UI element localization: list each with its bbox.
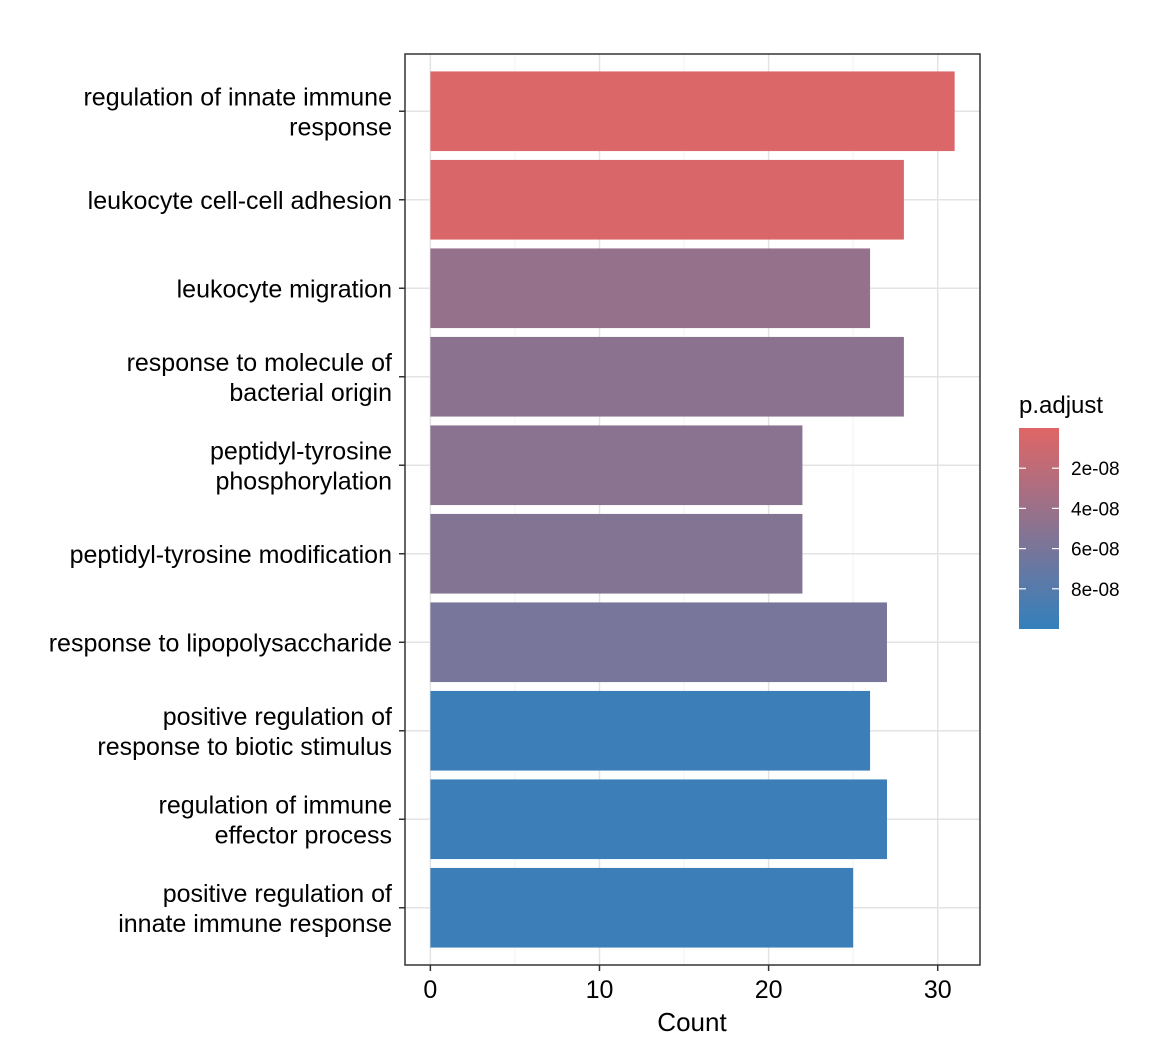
y-tick-label: positive regulation of bbox=[163, 880, 392, 908]
x-tick-label: 20 bbox=[755, 976, 783, 1004]
y-tick-label: positive regulation of bbox=[163, 703, 392, 731]
bar bbox=[430, 248, 871, 329]
y-tick-label: bacterial origin bbox=[229, 379, 392, 407]
y-tick-label: response bbox=[289, 113, 392, 141]
bar bbox=[430, 513, 803, 594]
y-tick-label: leukocyte migration bbox=[177, 275, 392, 303]
legend-colorbar bbox=[1019, 428, 1059, 629]
y-tick-label: regulation of immune bbox=[159, 791, 392, 819]
y-tick-label: response to molecule of bbox=[127, 349, 392, 377]
panel-border bbox=[404, 53, 981, 966]
bar bbox=[430, 159, 904, 240]
x-tick-label: 10 bbox=[586, 976, 614, 1004]
y-tick-label: peptidyl-tyrosine modification bbox=[70, 541, 392, 569]
x-tick-label: 30 bbox=[924, 976, 952, 1004]
y-tick-label: response to biotic stimulus bbox=[97, 733, 392, 761]
bar bbox=[430, 71, 955, 152]
y-tick-label: response to lipopolysaccharide bbox=[49, 629, 392, 657]
x-axis: 0 10 20 30 bbox=[423, 965, 952, 1004]
x-tick-label: 0 bbox=[423, 976, 437, 1004]
legend-tick-label: 4e-08 bbox=[1071, 499, 1120, 520]
legend-tick-label: 8e-08 bbox=[1071, 580, 1120, 601]
bars bbox=[430, 71, 955, 948]
bar bbox=[430, 425, 803, 506]
y-tick-label: phosphorylation bbox=[215, 467, 392, 495]
legend-title: p.adjust bbox=[1019, 392, 1103, 419]
y-tick-label: effector process bbox=[215, 821, 392, 849]
legend-tick-label: 2e-08 bbox=[1071, 459, 1120, 480]
bar bbox=[430, 336, 904, 417]
bar bbox=[430, 602, 887, 683]
x-axis-title: Count bbox=[657, 1007, 727, 1037]
legend-ticks: 2e-08 4e-08 6e-08 8e-08 bbox=[1019, 459, 1120, 601]
y-tick-label: leukocyte cell-cell adhesion bbox=[88, 187, 392, 215]
bar bbox=[430, 779, 887, 860]
legend-tick-label: 6e-08 bbox=[1071, 540, 1120, 561]
bar bbox=[430, 867, 854, 948]
y-tick-label: regulation of innate immune bbox=[83, 83, 392, 111]
y-tick-label: peptidyl-tyrosine bbox=[210, 437, 392, 465]
y-tick-label: innate immune response bbox=[118, 910, 392, 938]
bar bbox=[430, 690, 871, 771]
legend: p.adjust 2e-08 4e-08 6e-08 8e-08 bbox=[1019, 392, 1120, 629]
